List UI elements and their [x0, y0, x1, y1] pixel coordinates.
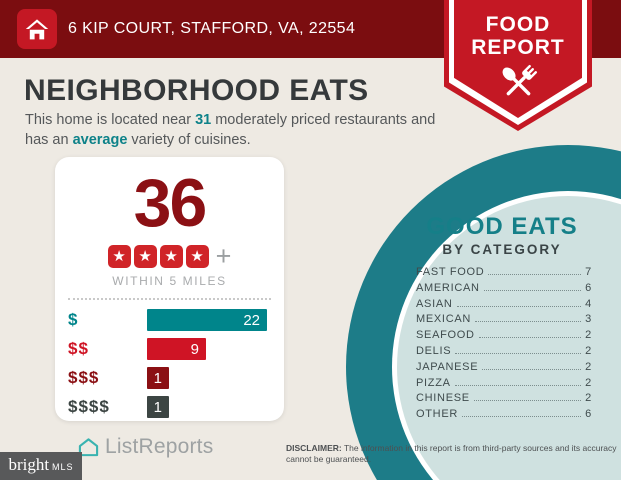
category-row: DELIS 2 — [416, 345, 592, 361]
star-icon: ★ — [133, 244, 157, 268]
category-label: PIZZA — [416, 376, 451, 389]
price-bar-row: $22 — [68, 309, 271, 331]
price-tier-label: $ — [68, 310, 79, 329]
category-label: AMERICAN — [416, 281, 480, 294]
category-count: 3 — [585, 313, 592, 326]
restaurant-total-count: 36 — [133, 165, 208, 241]
category-count: 6 — [585, 408, 592, 421]
intro-line1-pre: This home is located near — [25, 112, 196, 128]
price-bar: 1 — [147, 396, 169, 418]
category-row: FAST FOOD 7 — [416, 266, 592, 282]
variety-highlight: average — [72, 132, 128, 148]
price-tier-label: $$$ — [68, 368, 100, 387]
price-bar-chart: $22 $$ 9 $$$ 1 $$$$ 1 — [55, 309, 284, 418]
dotted-leader — [482, 368, 582, 370]
stars-row: ★ ★ ★ ★ + — [55, 241, 284, 271]
category-row: MEXICAN 3 — [416, 313, 592, 329]
property-address: 6 KIP COURT, STAFFORD, VA, 22554 — [68, 20, 356, 37]
category-row: OTHER 6 — [416, 408, 592, 424]
dotted-leader — [462, 416, 582, 418]
category-label: SEAFOOD — [416, 329, 475, 342]
price-bar: 1 — [147, 367, 169, 389]
category-count: 2 — [585, 392, 592, 405]
intro-line2-post: variety of cuisines. — [127, 132, 251, 148]
category-label: OTHER — [416, 408, 458, 421]
plus-sign: + — [215, 241, 232, 271]
home-icon — [25, 19, 49, 40]
category-label: DELIS — [416, 344, 452, 357]
dotted-leader — [456, 305, 582, 307]
bright-mls-suffix: MLS — [52, 462, 74, 472]
dotted-leader — [473, 400, 582, 402]
ribbon-title: FOOD REPORT — [444, 13, 592, 59]
price-bar-row: $$ 9 — [68, 338, 271, 360]
restaurant-count-highlight: 31 — [195, 112, 212, 128]
star-icon: ★ — [185, 244, 209, 268]
page-title: NEIGHBORHOOD EATS — [24, 74, 369, 107]
price-bar: 9 — [147, 338, 206, 360]
listreports-logo: ListReports — [77, 435, 213, 459]
home-icon-badge — [17, 9, 57, 49]
dotted-leader — [478, 337, 582, 339]
dotted-leader — [483, 289, 582, 291]
dotted-leader — [488, 274, 582, 275]
category-label: JAPANESE — [416, 360, 479, 373]
category-count: 2 — [585, 360, 592, 373]
category-row: JAPANESE 2 — [416, 361, 592, 377]
restaurant-stats-card: 36 ★ ★ ★ ★ + WITHIN 5 MILES $22 $$ 9 $$$ 1 $$$$ 1 — [55, 157, 284, 421]
disclaimer-text: The information in this report is from t… — [286, 443, 617, 464]
category-count: 6 — [585, 281, 592, 294]
disclaimer-label: DISCLAIMER: — [286, 443, 342, 453]
price-bar-row: $$$ 1 — [68, 367, 271, 389]
good-eats-subtitle: BY CATEGORY — [442, 242, 562, 257]
dotted-divider — [68, 298, 271, 300]
intro-line1-post: moderately priced restaurants and — [211, 112, 436, 128]
bright-mls-name: bright — [8, 455, 50, 474]
category-label: ASIAN — [416, 297, 453, 310]
ribbon-title-line1: FOOD — [485, 13, 551, 36]
good-eats-heading: GOOD EATS BY CATEGORY — [404, 213, 600, 257]
category-list: FAST FOOD 7 AMERICAN 6 ASIAN 4 MEXICAN 3 SEAFOOD… — [416, 266, 592, 424]
price-bar: 22 — [147, 309, 267, 331]
category-row: AMERICAN 6 — [416, 282, 592, 298]
category-label: FAST FOOD — [416, 266, 485, 278]
category-row: CHINESE 2 — [416, 392, 592, 408]
disclaimer: DISCLAIMER: The information in this repo… — [286, 443, 618, 465]
star-icon: ★ — [107, 244, 131, 268]
dotted-leader — [454, 384, 582, 386]
category-label: CHINESE — [416, 392, 470, 405]
food-report-ribbon: FOOD REPORT — [444, 0, 592, 131]
price-tier-label: $$ — [68, 339, 89, 358]
category-count: 4 — [585, 297, 592, 310]
ribbon-title-line2: REPORT — [471, 36, 565, 59]
star-icon: ★ — [159, 244, 183, 268]
category-count: 7 — [585, 266, 592, 278]
good-eats-title: GOOD EATS — [426, 213, 578, 240]
dotted-leader — [475, 321, 582, 323]
price-bar-row: $$$$ 1 — [68, 396, 271, 418]
category-row: PIZZA 2 — [416, 377, 592, 393]
category-count: 2 — [585, 329, 592, 342]
category-count: 2 — [585, 376, 592, 389]
radius-label: WITHIN 5 MILES — [112, 274, 227, 288]
category-row: ASIAN 4 — [416, 298, 592, 314]
category-label: MEXICAN — [416, 313, 472, 326]
intro-line2-pre: has an — [25, 132, 73, 148]
bright-mls-logo: bright MLS — [0, 452, 82, 480]
category-count: 2 — [585, 344, 592, 357]
crossed-utensils-icon — [444, 60, 592, 107]
category-row: SEAFOOD 2 — [416, 329, 592, 345]
listreports-logo-text: ListReports — [105, 435, 214, 458]
price-tier-label: $$$$ — [68, 397, 110, 416]
dotted-leader — [455, 352, 582, 354]
intro-text: This home is located near 31 moderately … — [25, 110, 465, 150]
